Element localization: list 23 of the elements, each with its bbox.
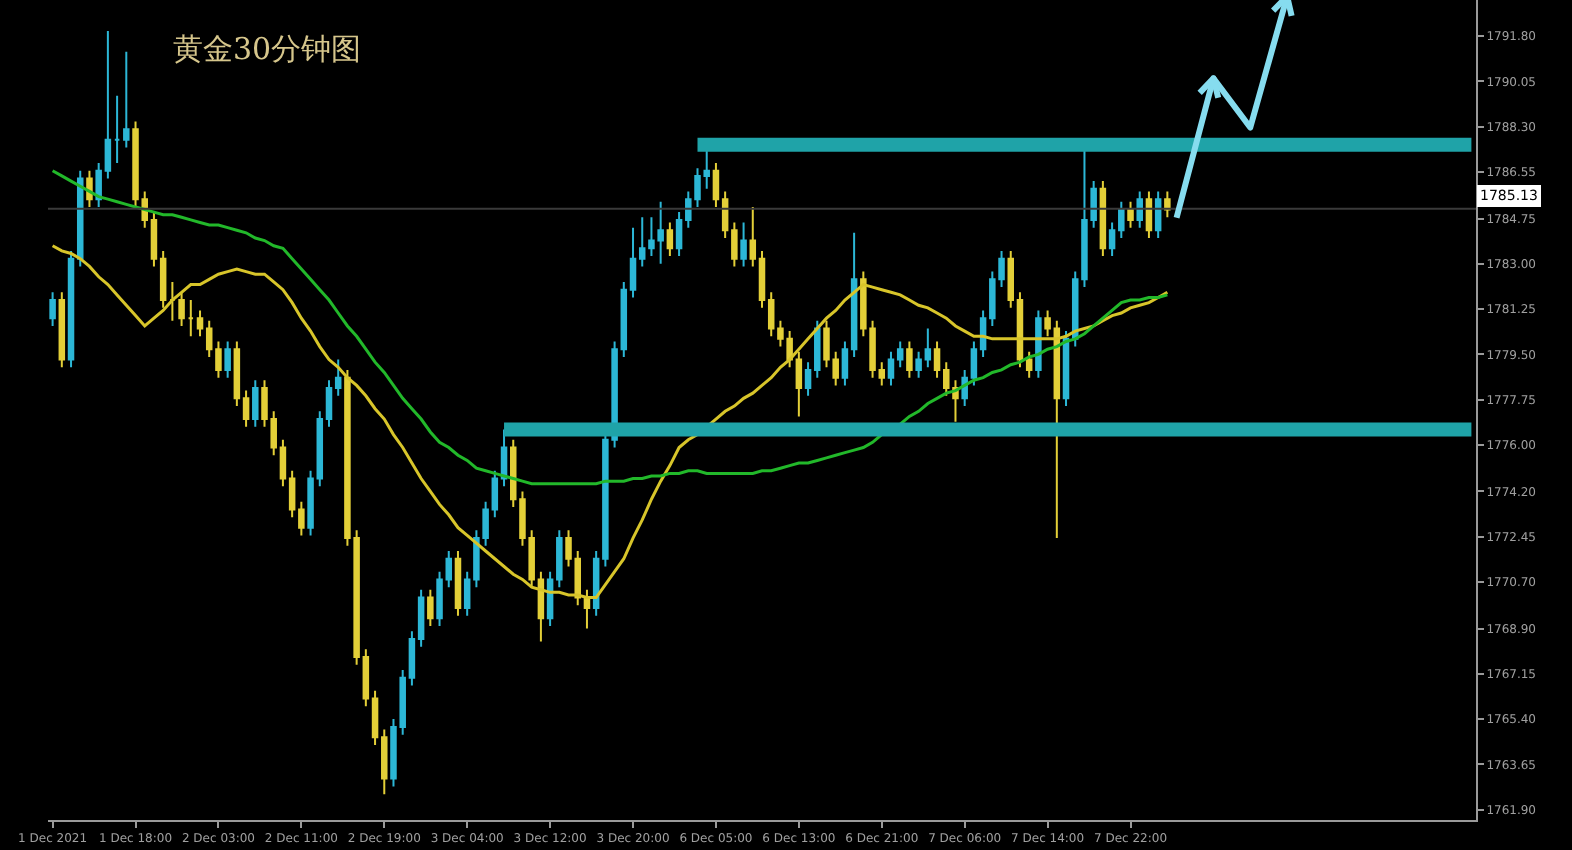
candlestick xyxy=(1025,350,1033,379)
candlestick xyxy=(1154,190,1162,239)
candlestick xyxy=(1127,200,1134,229)
line-series xyxy=(51,169,1169,486)
candlestick xyxy=(427,588,434,627)
candlestick xyxy=(58,291,66,369)
candlestick xyxy=(1136,190,1143,229)
candlestick xyxy=(666,221,674,258)
candlestick xyxy=(1145,190,1153,239)
candlestick xyxy=(1035,309,1042,379)
candlestick xyxy=(1099,180,1107,258)
candlestick xyxy=(49,291,56,327)
candlestick xyxy=(187,299,195,338)
candlestick xyxy=(1164,190,1171,219)
candlestick xyxy=(906,340,913,379)
candlestick xyxy=(454,549,462,617)
line-series xyxy=(51,244,1169,600)
candlestick xyxy=(252,379,259,428)
candlestick xyxy=(224,340,231,379)
candlestick xyxy=(740,221,747,268)
candlestick xyxy=(123,50,130,149)
candlestick xyxy=(113,94,121,164)
text: 黄金30分钟图 xyxy=(172,31,362,68)
